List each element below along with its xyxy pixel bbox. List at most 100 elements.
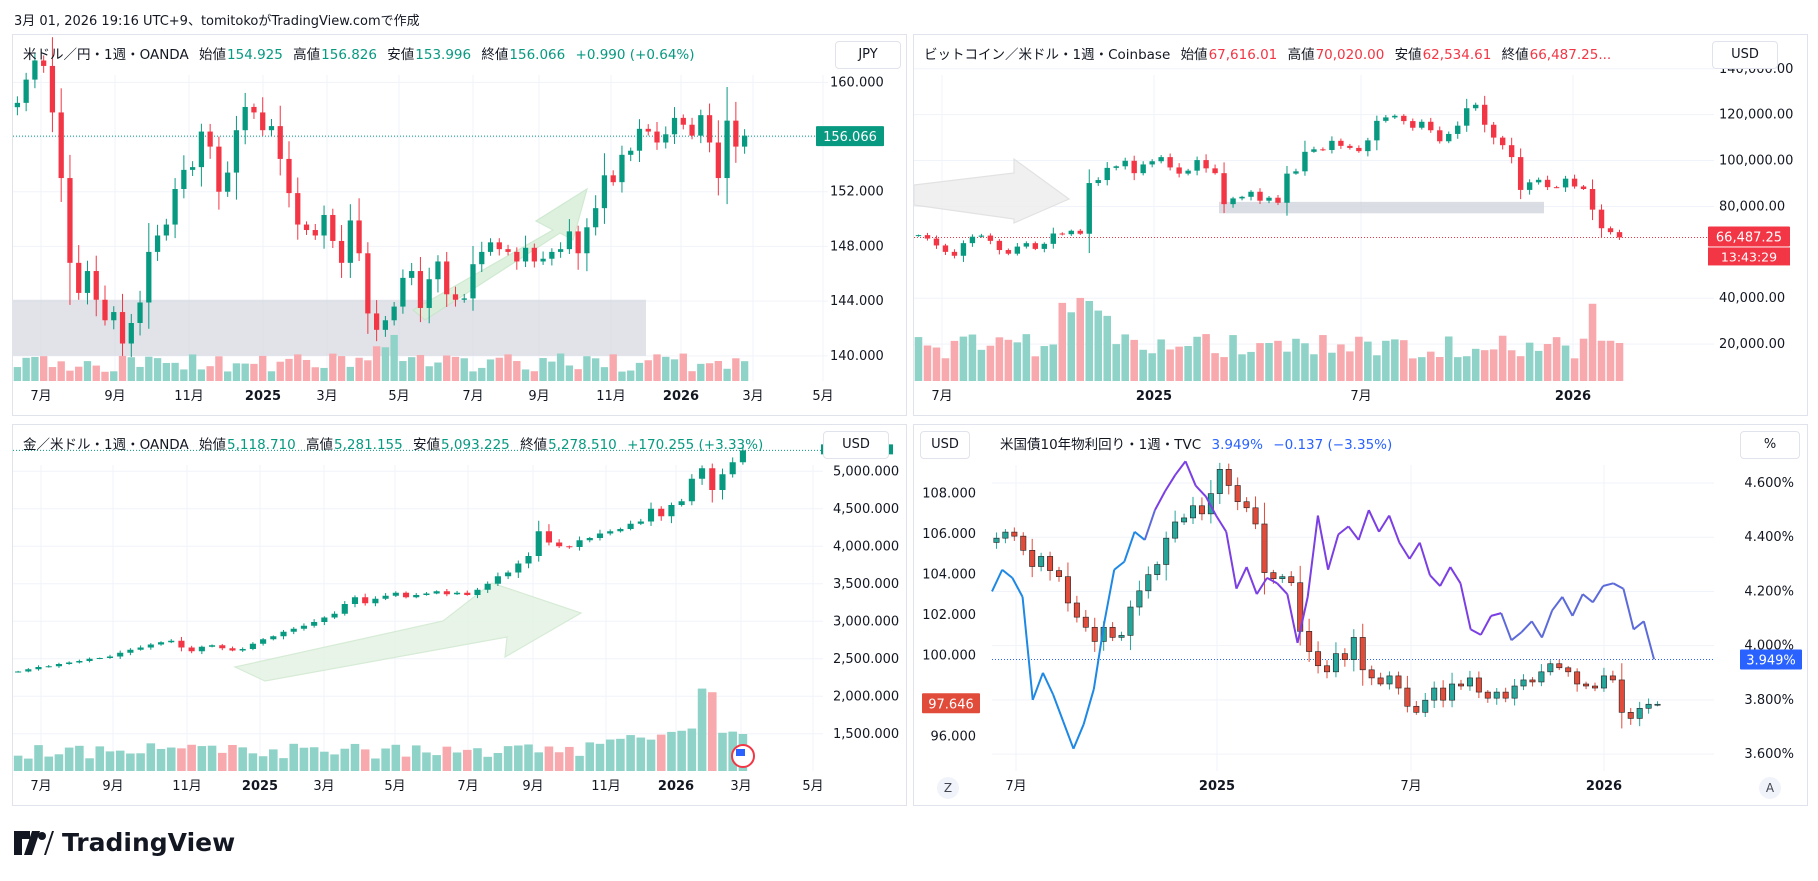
- btcusd-volume-bar: [1543, 343, 1552, 381]
- auto-scale-a-button[interactable]: A: [1759, 777, 1781, 799]
- xauusd-candle: [15, 671, 22, 673]
- usdjpy-volume-bar: [740, 361, 749, 381]
- xauusd-volume-bar: [320, 751, 329, 771]
- usdjpy-volume-bar: [609, 354, 617, 381]
- usdjpy-candle: [251, 106, 257, 113]
- btcusd-volume-bar: [1265, 343, 1273, 381]
- btcusd-candle: [1419, 121, 1425, 128]
- usdjpy-volume-bar: [337, 356, 346, 381]
- xauusd-candle: [454, 592, 461, 595]
- dxy-candle: [1020, 535, 1027, 551]
- btcusd-candle: [1140, 164, 1146, 174]
- usdjpy-candle: [102, 299, 108, 321]
- us10y-x-tick-label: 2026: [1586, 779, 1622, 794]
- usdjpy-candle: [242, 106, 248, 131]
- zoom-auto-z-button[interactable]: Z: [937, 777, 959, 799]
- xauusd-chart-panel[interactable]: 5,000.000 4,500.000 4,000.000 3,500.000 3,00…: [12, 424, 907, 806]
- btcusd-candle: [1212, 168, 1218, 174]
- dxy-candle: [1315, 651, 1322, 667]
- btcusd-y-tick-label: 40,000.00: [1719, 291, 1785, 306]
- btcusd-volume-bar: [1247, 351, 1255, 381]
- usdjpy-currency-button[interactable]: JPY: [835, 41, 901, 69]
- btcusd-volume-bar: [1022, 334, 1031, 381]
- btcusd-volume-bar: [977, 349, 986, 381]
- us10y-yield-line-segment: [1378, 514, 1391, 533]
- usdjpy-candle: [444, 261, 450, 295]
- xauusd-candle: [147, 644, 154, 648]
- btcusd-currency-button[interactable]: USD: [1712, 41, 1778, 69]
- us10y-yield-line-segment: [1123, 531, 1136, 562]
- xauusd-low-label: 安値: [413, 437, 441, 453]
- btcusd-candle: [1374, 120, 1380, 141]
- usdjpy-volume-bar: [670, 359, 679, 381]
- xauusd-x-tick-label: 3月: [730, 779, 751, 794]
- usdjpy-chart[interactable]: 160.000156.000152.000148.000144.000140.0…: [13, 35, 906, 415]
- usdjpy-x-tick-label: 2026: [663, 389, 699, 404]
- dxy-currency-button[interactable]: USD: [920, 431, 970, 459]
- us10y-yield-line-segment: [1398, 542, 1411, 560]
- dxy-candle: [1484, 691, 1491, 699]
- usdjpy-open-label: 始値: [199, 47, 227, 63]
- btcusd-candle: [1473, 104, 1479, 109]
- usdjpy-candle: [417, 271, 424, 308]
- btcusd-candle: [1041, 243, 1048, 249]
- dxy-candle: [1181, 517, 1188, 523]
- xauusd-x-tick-label: 2026: [658, 779, 694, 794]
- usdjpy-candle: [225, 172, 231, 192]
- usdjpy-volume-bar: [188, 354, 197, 381]
- usdjpy-volume-bar: [644, 360, 652, 381]
- us10y-chart-panel[interactable]: 108.000 106.000 104.000 102.000 100.000 96.00…: [913, 424, 1808, 806]
- usdjpy-volume-bar: [31, 356, 39, 381]
- us10y-last-value: 3.949%: [1211, 437, 1263, 453]
- btcusd-volume-bar: [941, 358, 950, 381]
- dxy-candle: [1404, 687, 1411, 707]
- usdjpy-volume-bar: [513, 361, 521, 381]
- btcusd-chart-panel[interactable]: 140,000.00 120,000.00 100,000.00 80,000.00 4…: [913, 34, 1808, 416]
- us10y-yield-line-segment: [1500, 612, 1513, 641]
- btcusd-volume-bar: [1166, 349, 1174, 381]
- us10y-unit-button[interactable]: %: [1740, 431, 1800, 459]
- us10y-yield-line-segment: [1255, 577, 1268, 595]
- us10y-y-tick-label: 3.600%: [1744, 747, 1794, 762]
- usdjpy-chart-panel[interactable]: 160.000156.000152.000148.000144.000140.0…: [12, 34, 907, 416]
- xauusd-chart[interactable]: 5,000.000 4,500.000 4,000.000 3,500.000 3,00…: [13, 425, 906, 805]
- btcusd-volume-bar: [1400, 340, 1408, 381]
- usdjpy-candle: [347, 220, 353, 263]
- xauusd-currency-button[interactable]: USD: [823, 431, 889, 459]
- btcusd-candle: [1428, 121, 1434, 131]
- btcusd-chart[interactable]: 140,000.00120,000.00100,000.0080,000.004…: [914, 35, 1807, 415]
- us10y-chart[interactable]: 108.000 106.000 104.000 102.000 100.000 96.00…: [914, 425, 1807, 805]
- dxy-candle: [1583, 683, 1590, 687]
- us10y-yield-line-segment: [991, 569, 1004, 592]
- xauusd-x-tick-label: 5月: [802, 779, 823, 794]
- usdjpy-x-tick-label: 2025: [245, 389, 281, 404]
- btcusd-candle: [1553, 187, 1560, 189]
- xauusd-candle: [545, 531, 552, 543]
- usdjpy-volume-bar: [259, 355, 267, 381]
- usdjpy-candle: [531, 247, 537, 262]
- usdjpy-candle: [146, 251, 152, 303]
- btcusd-candle: [1005, 250, 1012, 254]
- btcusd-volume-bar: [1319, 335, 1327, 381]
- us10y-yield-line-segment: [1042, 672, 1055, 695]
- xauusd-volume-bar: [350, 743, 360, 771]
- btcusd-volume-bar: [1418, 357, 1426, 381]
- xauusd-volume-bar: [616, 738, 625, 771]
- usdjpy-volume-bar: [697, 363, 705, 381]
- btcusd-high-label: 高値: [1287, 47, 1315, 63]
- dxy-y-tick-label: 96.000: [931, 730, 977, 745]
- us10y-yield-line-segment: [1479, 615, 1492, 636]
- btcusd-volume-bar: [959, 336, 968, 381]
- us10y-yield-line-segment: [1154, 490, 1167, 511]
- dxy-candle: [1118, 635, 1125, 638]
- btcusd-candle: [1293, 171, 1299, 174]
- us10y-yield-line-segment: [1408, 542, 1421, 560]
- usdjpy-volume-bar: [83, 361, 92, 381]
- dxy-candle: [1600, 675, 1607, 689]
- btcusd-volume-bar: [923, 345, 932, 381]
- dxy-candle: [1190, 505, 1196, 519]
- us10y-yield-line-segment: [1541, 610, 1554, 638]
- tradingview-logo[interactable]: TradingView: [14, 828, 235, 857]
- xauusd-candle: [617, 529, 624, 532]
- btcusd-x-tick-label: 2026: [1555, 389, 1591, 404]
